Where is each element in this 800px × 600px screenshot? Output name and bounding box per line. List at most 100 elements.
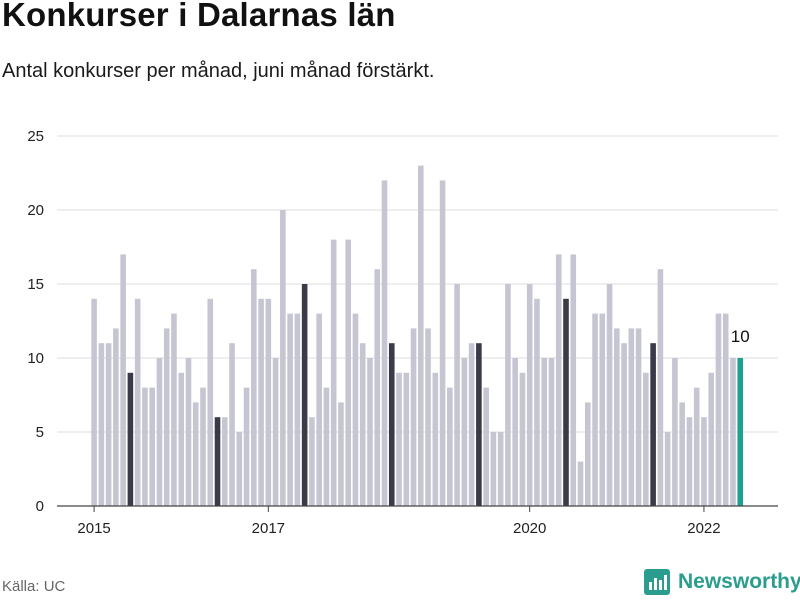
latest-value-label: 10 (731, 327, 750, 346)
bar (722, 313, 729, 506)
y-tick-label: 20 (27, 202, 44, 219)
bar (229, 343, 235, 506)
bar (243, 387, 250, 506)
bar (156, 358, 163, 506)
bar (701, 417, 707, 506)
bar (483, 387, 489, 506)
bar (686, 417, 693, 506)
x-tick-label: 2020 (513, 520, 546, 537)
bar (737, 358, 744, 506)
newsworthy-logo-icon (644, 569, 670, 595)
bar (127, 372, 134, 506)
bar (664, 432, 671, 506)
bar (650, 343, 656, 506)
bar (577, 461, 584, 506)
bar (149, 387, 155, 506)
bar (294, 313, 301, 506)
bar (374, 269, 381, 506)
bar (236, 432, 243, 506)
bar (207, 298, 214, 506)
bar (468, 343, 475, 506)
bar (388, 343, 395, 506)
bar (497, 432, 504, 506)
bar (643, 372, 649, 506)
bar (221, 417, 228, 506)
bar (679, 402, 685, 506)
x-tick-label: 2015 (77, 520, 110, 537)
bar (570, 254, 577, 506)
bar (548, 358, 555, 506)
bar (287, 313, 293, 506)
bar (338, 402, 344, 506)
x-tick-label: 2022 (687, 520, 720, 537)
bar (381, 180, 388, 506)
bar (258, 298, 264, 506)
bar (316, 313, 322, 506)
bar (396, 372, 402, 506)
bar (541, 358, 548, 506)
bar (657, 269, 664, 506)
bar (730, 358, 736, 506)
bar (505, 284, 511, 506)
bar (113, 328, 119, 506)
bar (693, 387, 700, 506)
bar (476, 343, 482, 506)
bar (105, 343, 112, 506)
bar (490, 432, 497, 506)
bar (410, 328, 417, 506)
bar (200, 387, 206, 506)
newsworthy-logo-text: Newsworthy (678, 570, 800, 593)
bar (323, 387, 330, 506)
chart-subtitle: Antal konkurser per månad, juni månad fö… (2, 60, 435, 82)
bar (367, 358, 373, 506)
bar (330, 239, 337, 506)
bar (439, 180, 446, 506)
bar (192, 402, 199, 506)
bar (91, 298, 97, 506)
bar (134, 298, 141, 506)
y-tick-label: 0 (36, 498, 44, 515)
bar (345, 239, 351, 506)
bar (98, 343, 105, 506)
bar (635, 328, 642, 506)
bar (563, 298, 569, 506)
chart-title: Konkurser i Dalarnas län (2, 0, 396, 33)
bar (418, 165, 424, 506)
bar (403, 372, 410, 506)
bar (672, 358, 678, 506)
bar (251, 269, 257, 506)
newsworthy-logo: Newsworthy (644, 568, 800, 596)
bar (599, 313, 606, 506)
bar (512, 358, 518, 506)
source-note: Källa: UC (2, 578, 66, 595)
bar (301, 284, 308, 506)
bar (265, 298, 272, 506)
bar (534, 298, 540, 506)
bar (614, 328, 620, 506)
y-tick-label: 5 (36, 424, 44, 441)
bar (352, 313, 359, 506)
bar (163, 328, 170, 506)
bar (214, 417, 221, 506)
y-tick-label: 25 (27, 128, 44, 145)
bar (621, 343, 627, 506)
bar (592, 313, 598, 506)
bar (178, 372, 185, 506)
bar (432, 372, 439, 506)
bar (628, 328, 635, 506)
bar (461, 358, 468, 506)
bar (185, 358, 192, 506)
bar (359, 343, 366, 506)
bar (454, 284, 460, 506)
bar (584, 402, 591, 506)
bar (120, 254, 126, 506)
bar (708, 372, 714, 506)
bar (606, 284, 613, 506)
y-tick-label: 15 (27, 276, 44, 293)
bar (171, 313, 177, 506)
x-tick-label: 2017 (252, 520, 285, 537)
bar (280, 210, 286, 506)
y-tick-label: 10 (27, 350, 44, 367)
bar (142, 387, 148, 506)
